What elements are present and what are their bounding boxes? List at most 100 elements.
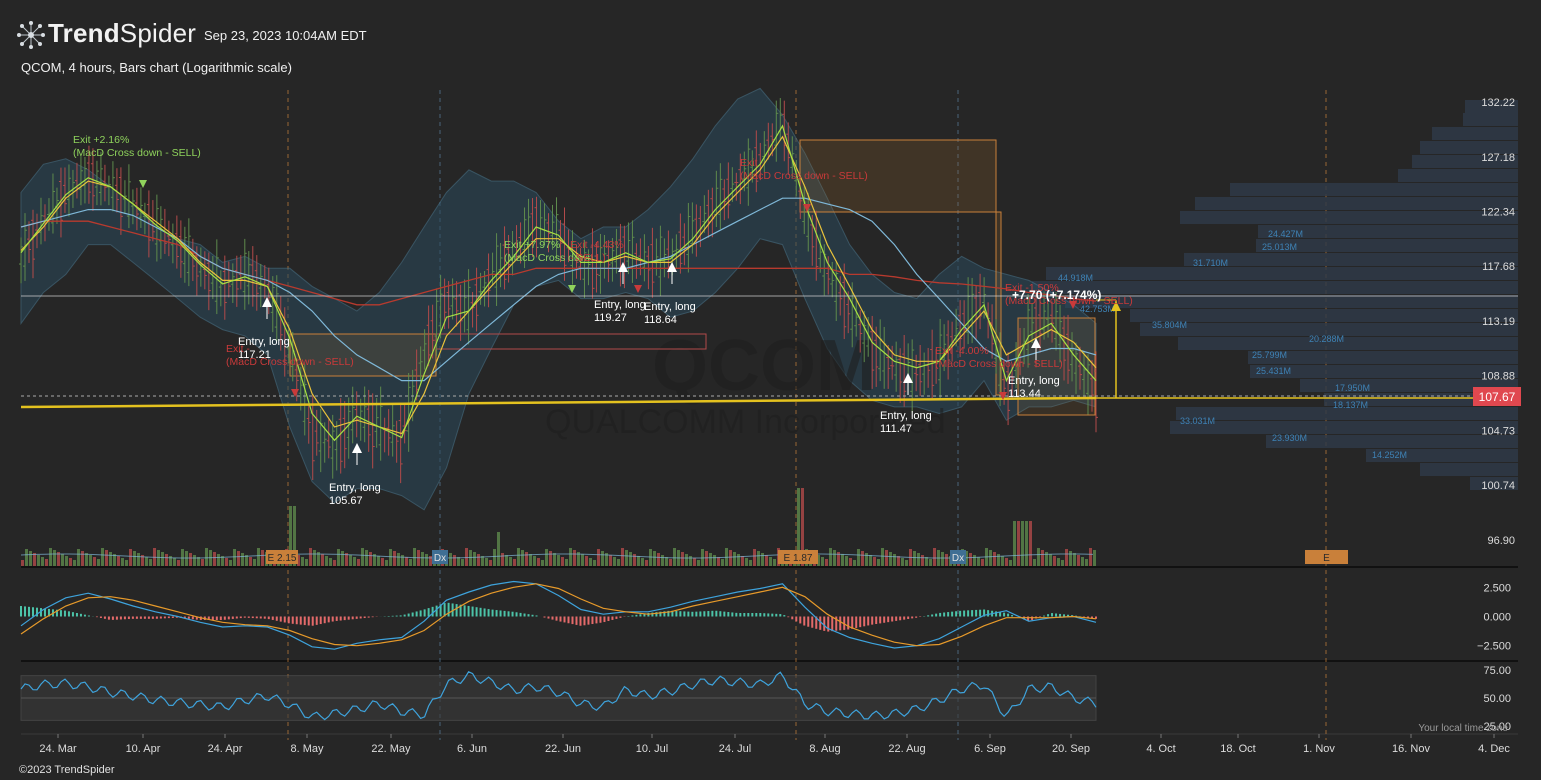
volume-profile-bar [1465, 100, 1518, 113]
volume-bar [229, 560, 232, 566]
macd-axis-tick: 0.000 [1483, 612, 1511, 624]
volume-bar [741, 556, 744, 566]
volume-bar [1013, 521, 1016, 566]
volume-bar [593, 560, 596, 566]
time-axis-tick: 8. May [290, 743, 324, 755]
brand-light: Spider [119, 18, 197, 48]
volume-bar [49, 548, 52, 566]
volume-bar [161, 552, 164, 566]
volume-bar [901, 558, 904, 566]
rsi-axis-tick: 25.00 [1483, 721, 1511, 733]
volume-bar [505, 555, 508, 566]
volume-bar [549, 551, 552, 566]
volume-bar [109, 552, 112, 566]
volume-bar [337, 549, 340, 566]
volume-bar [869, 555, 872, 566]
entry-label: Entry, long [594, 299, 646, 311]
price-axis-tick: 104.73 [1481, 425, 1515, 437]
entry-price: 117.21 [238, 349, 271, 361]
volume-bar [653, 551, 656, 566]
volume-bar [797, 488, 800, 566]
time-axis-tick: 22. Jun [545, 743, 581, 755]
volume-bar [205, 548, 208, 566]
volume-bar [385, 560, 388, 566]
volume-bar [401, 555, 404, 566]
volume-bar [833, 550, 836, 566]
entry-price: 119.27 [594, 312, 627, 324]
price-chart[interactable]: 24.427M 25.013M 31.710M 44.918M 42.753M 35.80… [0, 0, 1541, 760]
volume-bar [289, 506, 292, 566]
volume-bar [305, 559, 308, 566]
entry-label: Entry, long [644, 301, 696, 313]
volume-bar [365, 550, 368, 566]
exit-arrow-icon [634, 285, 642, 293]
volume-bar [297, 555, 300, 566]
volume-bar [409, 559, 412, 566]
volume-bar [105, 550, 108, 566]
volume-bar [1053, 556, 1056, 566]
volume-bar [177, 560, 180, 566]
volume-bar [429, 556, 432, 566]
volume-bar [261, 550, 264, 566]
volume-profile-bar [1178, 337, 1518, 350]
volume-bar [165, 554, 168, 566]
volume-bar [489, 560, 492, 566]
chart-date: Sep 23, 2023 10:04AM EDT [204, 28, 367, 43]
volume-bar [613, 557, 616, 566]
volume-bar [245, 555, 248, 566]
volume-bar [37, 555, 40, 566]
volume-bar [605, 553, 608, 566]
exit-reason: (MacD Cross down - SELL) [73, 147, 201, 159]
volume-bar [373, 554, 376, 566]
volume-bar [745, 558, 748, 566]
earnings-marker [1305, 550, 1348, 564]
volume-bar [893, 554, 896, 566]
volume-bar [81, 551, 84, 566]
volume-bar [561, 557, 564, 566]
volume-bar [597, 549, 600, 566]
earnings-marker-label: E [1323, 553, 1330, 564]
volume-average-line [20, 553, 1094, 559]
exit-arrow-icon [803, 204, 811, 212]
volume-bar [249, 557, 252, 566]
dividend-marker [432, 550, 448, 564]
volume-bar [405, 557, 408, 566]
volume-bar [317, 552, 320, 566]
volume-bar [657, 553, 660, 566]
volume-bar [861, 551, 864, 566]
volume-bar [693, 558, 696, 566]
volume-bar [201, 559, 204, 566]
volume-bar [425, 554, 428, 566]
volume-bar [389, 549, 392, 566]
volume-bar [1005, 558, 1008, 566]
volume-profile-label: 44.918M [1058, 273, 1093, 283]
volume-bar [1021, 521, 1024, 566]
volume-bar [865, 553, 868, 566]
volume-bar [1077, 555, 1080, 566]
brand-bold: Trend [48, 18, 120, 48]
volume-profile-bar [1184, 253, 1518, 266]
exit-reason: (MacD Cross down - SELL) [226, 356, 354, 368]
volume-bar [989, 550, 992, 566]
time-axis-tick: 4. Oct [1146, 743, 1175, 755]
volume-bar [705, 551, 708, 566]
volume-bar [241, 553, 244, 566]
volume-bar [85, 553, 88, 566]
volume-bar [41, 557, 44, 566]
volume-profile-bar [1032, 281, 1518, 294]
volume-profile-label: 42.753M [1080, 304, 1115, 314]
volume-bar [969, 553, 972, 566]
volume-bar [993, 552, 996, 566]
entry-label: Entry, long [238, 336, 290, 348]
exit-arrow-icon [139, 180, 147, 188]
volume-bar [257, 548, 260, 566]
brand-name[interactable]: TrendSpider [48, 18, 196, 49]
volume-profile-bar [1046, 267, 1518, 280]
volume-bar [221, 556, 224, 566]
earnings-marker [266, 550, 298, 564]
time-axis-tick: 22. Aug [888, 743, 925, 755]
volume-bar [301, 557, 304, 566]
exit-arrow-icon [1069, 301, 1077, 309]
entry-arrow-icon [352, 443, 362, 453]
volume-bar [309, 548, 312, 566]
